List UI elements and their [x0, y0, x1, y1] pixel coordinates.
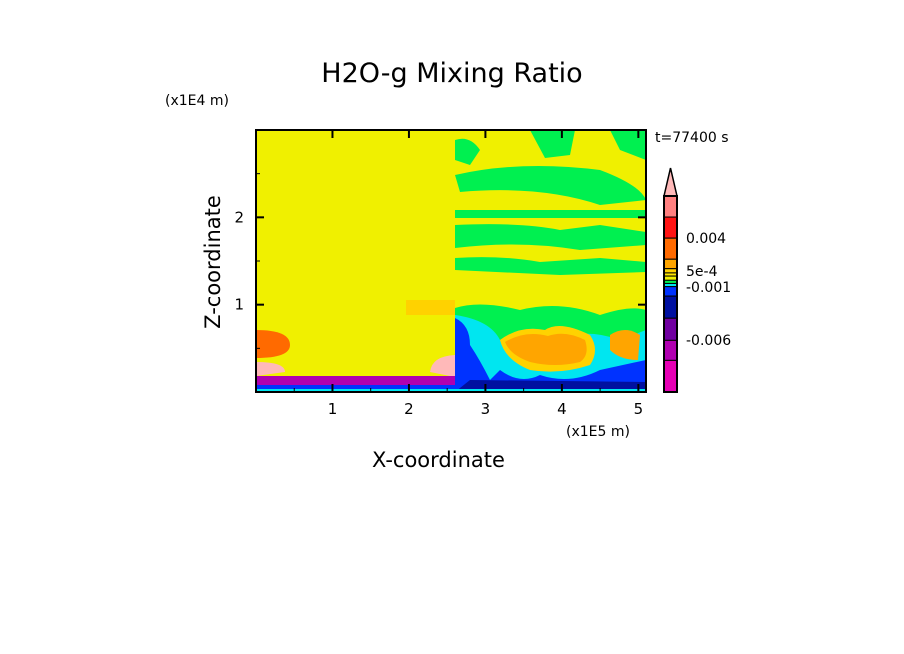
colorbar-band	[663, 295, 678, 319]
y-tick-label: 1	[234, 296, 244, 314]
x-tick-label: 1	[328, 400, 338, 418]
colorbar-frame	[663, 195, 678, 393]
x-axis-label: X-coordinate	[372, 448, 505, 472]
y-tick-label: 2	[234, 208, 244, 226]
x-tick-label: 3	[481, 400, 491, 418]
y-unit-label: (x1E4 m)	[165, 93, 229, 109]
colorbar-band	[663, 275, 678, 281]
colorbar: 0.004 5e-4-0.001 -0.006	[663, 167, 731, 393]
contour-field	[256, 130, 646, 392]
colorbar-band	[663, 258, 678, 270]
time-annotation: t=77400 s	[655, 130, 729, 146]
colorbar-label: -0.006	[686, 333, 731, 349]
chart-title: H2O-g Mixing Ratio	[321, 58, 583, 89]
colorbar-extend-arrow	[663, 167, 678, 197]
x-tick-label: 2	[404, 400, 414, 418]
colorbar-band	[663, 268, 678, 274]
colorbar-label: 5e-4	[686, 264, 718, 280]
x-tick-label: 5	[634, 400, 644, 418]
colorbar-label: -0.001	[686, 280, 731, 296]
colorbar-band	[663, 286, 678, 297]
colorbar-band	[663, 237, 678, 260]
colorbar-band	[663, 317, 678, 341]
colorbar-band	[663, 339, 678, 361]
colorbar-band	[663, 359, 678, 393]
colorbar-band	[663, 195, 678, 218]
x-unit-label: (x1E5 m)	[566, 424, 630, 440]
colorbar-label: 0.004	[686, 231, 726, 247]
colorbar-band	[663, 216, 678, 239]
x-tick-label: 4	[557, 400, 567, 418]
